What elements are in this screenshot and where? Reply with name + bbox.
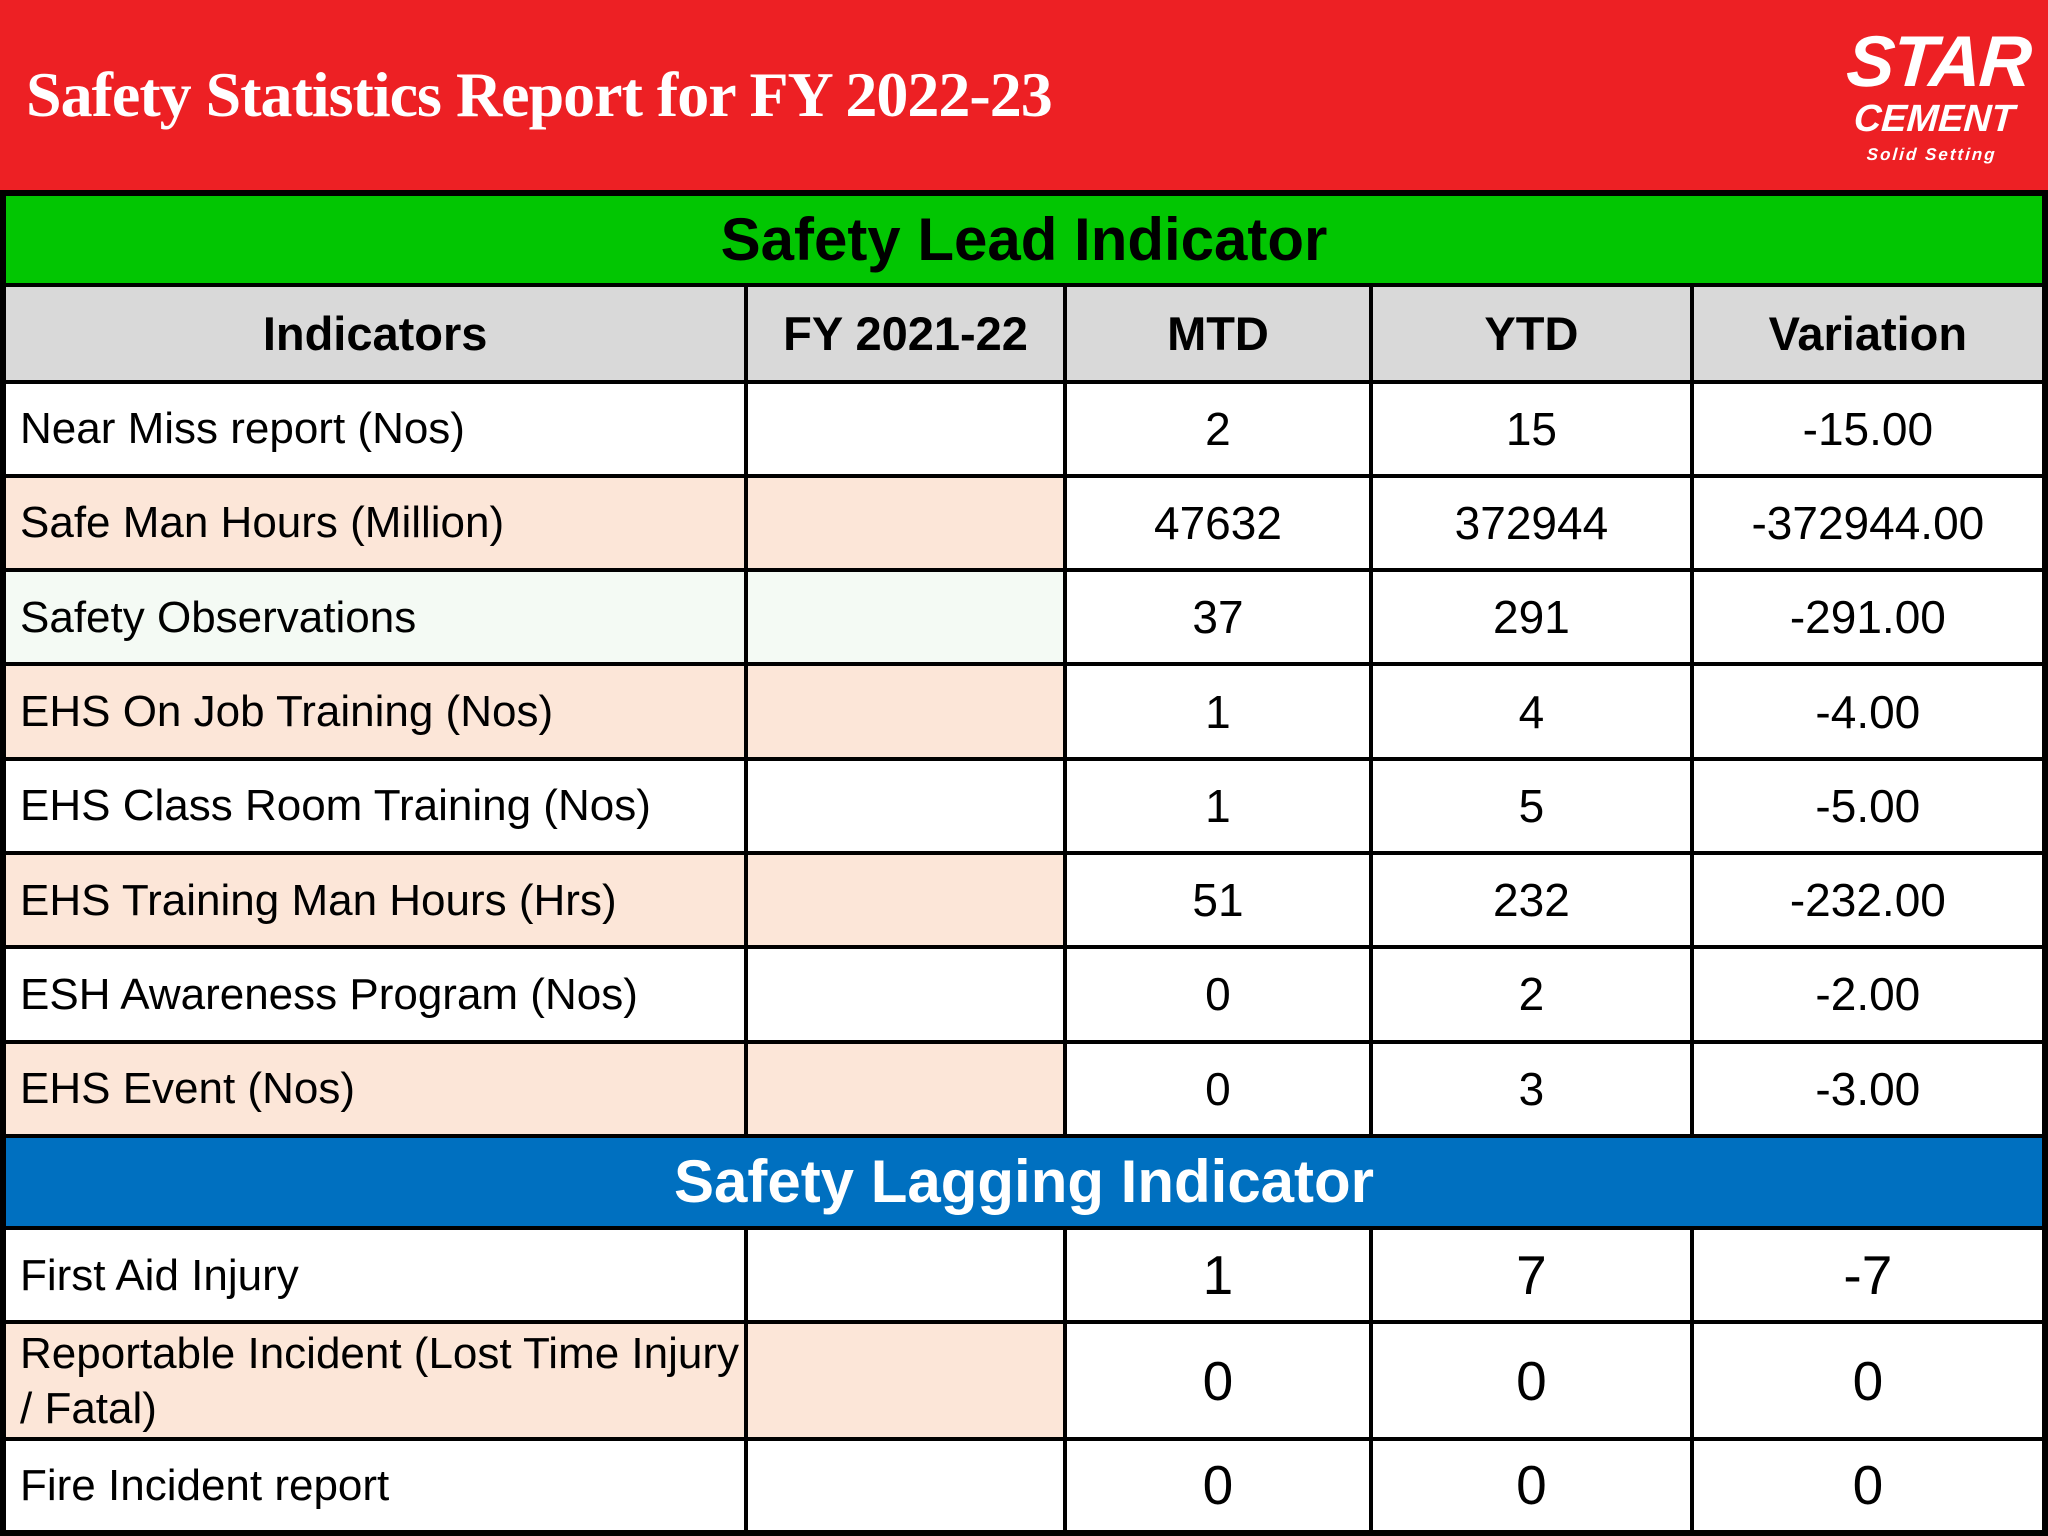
ytd-value: 3 (1369, 1039, 1694, 1138)
variation-value: -7 (1689, 1226, 2048, 1325)
indicator-label: Reportable Incident (Lost Time Injury / … (0, 1320, 749, 1441)
fy-value (744, 1436, 1067, 1536)
ytd-value: 0 (1369, 1436, 1694, 1536)
table-row: EHS Class Room Training (Nos) 1 5 -5.00 (0, 756, 2048, 855)
mtd-value: 1 (1062, 1226, 1374, 1325)
indicator-label: EHS Training Man Hours (Hrs) (0, 850, 749, 950)
ytd-value: 2 (1369, 945, 1694, 1044)
fy-value (744, 1226, 1067, 1325)
fy-value (744, 945, 1067, 1044)
safety-statistics-table: Safety Lead Indicator Indicators FY 2021… (0, 190, 2048, 1536)
lead-indicator-banner: Safety Lead Indicator (1, 190, 2047, 288)
ytd-value: 7 (1369, 1226, 1694, 1325)
table-row: Reportable Incident (Lost Time Injury / … (0, 1320, 2048, 1441)
fy-value (744, 1039, 1067, 1138)
column-header-indicators: Indicators (0, 283, 749, 384)
ytd-value: 0 (1369, 1320, 1694, 1441)
variation-value: -232.00 (1689, 850, 2048, 950)
mtd-value: 0 (1062, 1436, 1374, 1536)
title-bar: Safety Statistics Report for FY 2022-23 … (0, 0, 2048, 190)
ytd-value: 5 (1369, 756, 1694, 855)
fy-value (744, 379, 1067, 478)
fy-value (744, 662, 1067, 761)
variation-value: -5.00 (1689, 756, 2048, 855)
column-header-fy: FY 2021-22 (744, 283, 1067, 384)
logo-word-star: STAR (1844, 21, 2033, 102)
lead-banner-label: Safety Lead Indicator (1, 190, 2047, 288)
ytd-value: 291 (1369, 568, 1694, 667)
variation-value: -4.00 (1689, 662, 2048, 761)
indicator-label: ESH Awareness Program (Nos) (0, 945, 749, 1044)
fy-value (744, 473, 1067, 573)
indicator-label: Near Miss report (Nos) (0, 379, 749, 478)
mtd-value: 37 (1062, 568, 1374, 667)
table-row: Fire Incident report 0 0 0 (0, 1436, 2048, 1536)
mtd-value: 0 (1062, 945, 1374, 1044)
column-header-mtd: MTD (1062, 283, 1374, 384)
table-row: EHS Training Man Hours (Hrs) 51 232 -232… (0, 850, 2048, 950)
indicator-label: EHS Event (Nos) (0, 1039, 749, 1138)
indicator-label: First Aid Injury (0, 1226, 749, 1325)
table-row: ESH Awareness Program (Nos) 0 2 -2.00 (0, 945, 2048, 1044)
mtd-value: 1 (1062, 662, 1374, 761)
ytd-value: 372944 (1369, 473, 1694, 573)
fy-value (744, 568, 1067, 667)
mtd-value: 1 (1062, 756, 1374, 855)
indicator-label: Safe Man Hours (Million) (0, 473, 749, 573)
table-row: Safety Observations 37 291 -291.00 (0, 568, 2048, 667)
page-title: Safety Statistics Report for FY 2022-23 (26, 59, 1053, 130)
variation-value: -3.00 (1689, 1039, 2048, 1138)
indicator-label: EHS Class Room Training (Nos) (0, 756, 749, 855)
variation-value: -15.00 (1689, 379, 2048, 478)
table-row: First Aid Injury 1 7 -7 (0, 1226, 2048, 1325)
lagging-indicator-banner: Safety Lagging Indicator (1, 1133, 2047, 1231)
mtd-value: 47632 (1062, 473, 1374, 573)
column-header-ytd: YTD (1369, 283, 1694, 384)
column-header-row: Indicators FY 2021-22 MTD YTD Variation (0, 283, 2048, 384)
table-row: EHS On Job Training (Nos) 1 4 -4.00 (0, 662, 2048, 761)
table-row: EHS Event (Nos) 0 3 -3.00 (0, 1039, 2048, 1138)
mtd-value: 0 (1062, 1320, 1374, 1441)
lagging-banner-label: Safety Lagging Indicator (1, 1133, 2047, 1231)
fy-value (744, 756, 1067, 855)
ytd-value: 232 (1369, 850, 1694, 950)
mtd-value: 2 (1062, 379, 1374, 478)
ytd-value: 4 (1369, 662, 1694, 761)
fy-value (744, 1320, 1067, 1441)
ytd-value: 15 (1369, 379, 1694, 478)
variation-value: 0 (1689, 1320, 2048, 1441)
variation-value: -291.00 (1689, 568, 2048, 667)
indicator-label: EHS On Job Training (Nos) (0, 662, 749, 761)
indicator-label: Fire Incident report (0, 1436, 749, 1536)
table-row: Near Miss report (Nos) 2 15 -15.00 (0, 379, 2048, 478)
variation-value: -372944.00 (1689, 473, 2048, 573)
star-cement-logo: STAR CEMENT Solid Setting (1830, 6, 2042, 182)
variation-value: 0 (1689, 1436, 2048, 1536)
column-header-variation: Variation (1689, 283, 2048, 384)
logo-word-cement: CEMENT (1852, 97, 2016, 140)
variation-value: -2.00 (1689, 945, 2048, 1044)
table-row: Safe Man Hours (Million) 47632 372944 -3… (0, 473, 2048, 573)
logo-tagline: Solid Setting (1866, 144, 1998, 164)
indicator-label: Safety Observations (0, 568, 749, 667)
fy-value (744, 850, 1067, 950)
mtd-value: 0 (1062, 1039, 1374, 1138)
mtd-value: 51 (1062, 850, 1374, 950)
